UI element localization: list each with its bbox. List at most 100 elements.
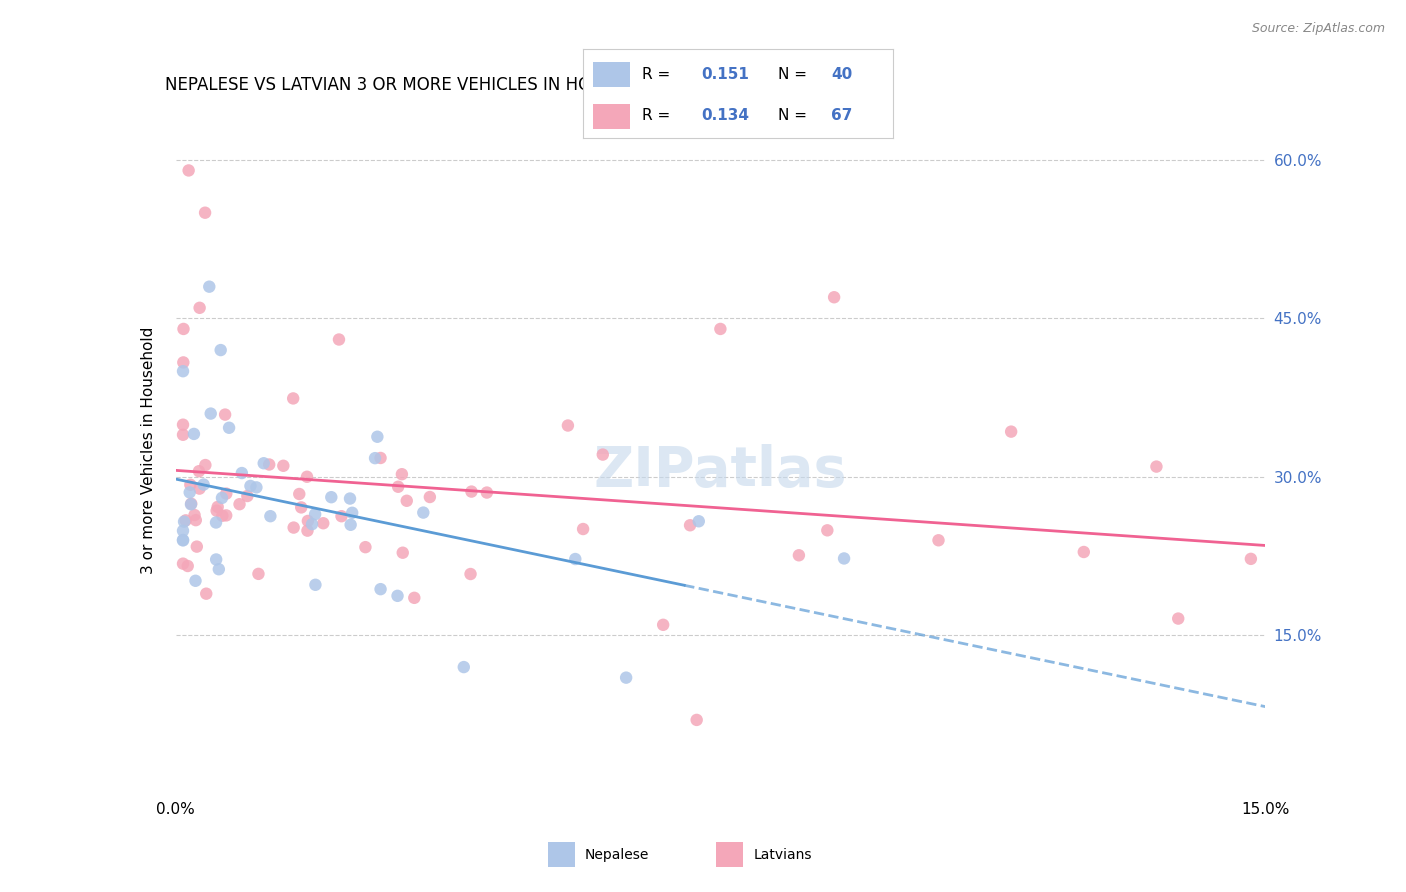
Point xyxy=(273,458,295,473)
Point xyxy=(572,522,595,536)
Text: R =: R = xyxy=(643,109,671,123)
Point xyxy=(679,518,702,533)
Point xyxy=(391,467,413,482)
Point xyxy=(290,500,312,515)
Point xyxy=(245,480,267,494)
Point xyxy=(184,513,207,527)
Point xyxy=(564,552,586,566)
Point xyxy=(180,497,202,511)
Point xyxy=(218,421,240,435)
Point xyxy=(205,552,228,566)
Point xyxy=(321,490,343,504)
Point xyxy=(330,509,353,524)
FancyBboxPatch shape xyxy=(548,842,575,867)
Point xyxy=(412,506,434,520)
Point xyxy=(288,487,311,501)
Point xyxy=(172,417,194,432)
Point xyxy=(208,562,231,576)
Text: 67: 67 xyxy=(831,109,852,123)
Point xyxy=(328,333,350,347)
Point xyxy=(194,205,217,219)
Point xyxy=(188,464,211,478)
Text: N =: N = xyxy=(779,67,807,81)
Point xyxy=(228,497,250,511)
Point xyxy=(239,479,262,493)
Point xyxy=(198,279,221,293)
Point xyxy=(247,566,270,581)
Text: 0.134: 0.134 xyxy=(702,109,749,123)
Point xyxy=(207,500,229,514)
Point xyxy=(283,392,305,406)
Point xyxy=(815,524,838,538)
Text: 0.151: 0.151 xyxy=(702,67,749,81)
Point xyxy=(193,477,215,491)
Point xyxy=(787,549,810,563)
Point xyxy=(295,469,318,483)
Text: Nepalese: Nepalese xyxy=(585,847,650,862)
Point xyxy=(174,513,197,527)
Point xyxy=(395,493,418,508)
Point xyxy=(297,514,319,528)
FancyBboxPatch shape xyxy=(593,104,630,129)
Point xyxy=(304,578,326,592)
Point xyxy=(188,482,211,496)
Point xyxy=(387,589,409,603)
Point xyxy=(283,520,305,534)
Point xyxy=(339,517,361,532)
Point xyxy=(231,466,253,480)
Point xyxy=(832,551,855,566)
Point xyxy=(215,486,238,500)
Point xyxy=(1167,611,1189,625)
Point xyxy=(460,484,482,499)
Point xyxy=(184,574,207,588)
Point xyxy=(686,713,709,727)
Point xyxy=(1073,545,1095,559)
Point xyxy=(366,430,388,444)
Point xyxy=(688,514,710,528)
Text: N =: N = xyxy=(779,109,807,123)
Point xyxy=(404,591,426,605)
Point xyxy=(172,557,194,571)
Point xyxy=(205,516,228,530)
Point xyxy=(453,660,475,674)
Point xyxy=(195,587,218,601)
Point xyxy=(259,509,281,524)
Point xyxy=(177,559,200,574)
Point xyxy=(172,533,194,547)
Y-axis label: 3 or more Vehicles in Household: 3 or more Vehicles in Household xyxy=(142,326,156,574)
Point xyxy=(205,504,228,518)
Point xyxy=(1240,552,1263,566)
Point xyxy=(215,508,238,523)
Point xyxy=(172,524,194,538)
Point xyxy=(297,524,319,538)
Point xyxy=(172,427,194,442)
Point xyxy=(354,540,377,554)
Point xyxy=(183,426,205,441)
Point xyxy=(173,515,195,529)
Point xyxy=(211,491,233,505)
Point xyxy=(257,458,280,472)
Point xyxy=(211,508,233,523)
Text: NEPALESE VS LATVIAN 3 OR MORE VEHICLES IN HOUSEHOLD CORRELATION CHART: NEPALESE VS LATVIAN 3 OR MORE VEHICLES I… xyxy=(165,77,856,95)
Text: ZIPatlas: ZIPatlas xyxy=(593,444,848,498)
Point xyxy=(200,407,222,421)
Text: Latvians: Latvians xyxy=(754,847,813,862)
Point xyxy=(186,540,208,554)
Point xyxy=(391,546,413,560)
Point xyxy=(823,290,845,304)
FancyBboxPatch shape xyxy=(717,842,744,867)
Point xyxy=(557,418,579,433)
Point xyxy=(188,301,211,315)
Point xyxy=(173,322,195,336)
Point xyxy=(928,533,950,548)
Point xyxy=(592,448,614,462)
Text: Source: ZipAtlas.com: Source: ZipAtlas.com xyxy=(1251,22,1385,36)
Point xyxy=(301,517,323,532)
Point xyxy=(183,508,205,522)
Point xyxy=(214,408,236,422)
Text: 40: 40 xyxy=(831,67,852,81)
Point xyxy=(614,671,637,685)
Point xyxy=(709,322,731,336)
Point xyxy=(340,506,363,520)
Point xyxy=(253,456,276,470)
